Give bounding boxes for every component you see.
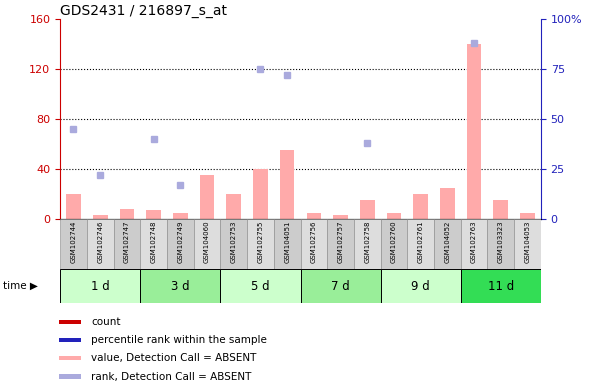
Bar (380, 269, 461, 303)
Text: GSM103323: GSM103323 (498, 220, 504, 263)
Bar (307, 213, 321, 219)
Bar (247, 219, 274, 269)
Bar (360, 200, 374, 219)
Text: GSM102763: GSM102763 (471, 220, 477, 263)
Text: GSM102753: GSM102753 (231, 220, 237, 263)
Text: GSM104052: GSM104052 (444, 220, 450, 263)
Bar (173, 213, 188, 219)
Text: GSM102761: GSM102761 (418, 220, 424, 263)
Bar (87, 219, 114, 269)
Bar (354, 219, 380, 269)
FancyBboxPatch shape (59, 374, 81, 379)
Bar (140, 219, 167, 269)
Bar (380, 219, 407, 269)
Text: GSM102749: GSM102749 (177, 220, 183, 263)
Text: GSM102760: GSM102760 (391, 220, 397, 263)
FancyBboxPatch shape (59, 319, 81, 324)
Bar (60, 219, 87, 269)
Bar (194, 219, 221, 269)
Bar (274, 219, 300, 269)
Text: count: count (91, 317, 121, 327)
Bar (407, 219, 434, 269)
Bar (300, 219, 327, 269)
Bar (300, 269, 380, 303)
Text: 5 d: 5 d (251, 280, 270, 293)
Bar (487, 219, 514, 269)
Bar (66, 194, 81, 219)
Bar (93, 215, 108, 219)
Bar (146, 210, 161, 219)
Bar (60, 269, 140, 303)
Bar (493, 200, 508, 219)
Text: 1 d: 1 d (91, 280, 109, 293)
Text: 7 d: 7 d (331, 280, 350, 293)
FancyBboxPatch shape (59, 338, 81, 342)
Bar (467, 44, 481, 219)
Text: GSM102748: GSM102748 (151, 220, 157, 263)
Text: GSM104051: GSM104051 (284, 220, 290, 263)
Text: time ▶: time ▶ (3, 281, 38, 291)
FancyBboxPatch shape (59, 356, 81, 361)
Bar (413, 194, 428, 219)
Text: percentile rank within the sample: percentile rank within the sample (91, 335, 267, 345)
Bar (440, 188, 455, 219)
Text: GSM104053: GSM104053 (525, 220, 531, 263)
Text: rank, Detection Call = ABSENT: rank, Detection Call = ABSENT (91, 371, 252, 382)
Bar (514, 219, 541, 269)
Bar (333, 215, 348, 219)
Bar (327, 219, 354, 269)
Bar (140, 269, 221, 303)
Bar (227, 194, 241, 219)
Bar (200, 175, 215, 219)
Text: GSM104060: GSM104060 (204, 220, 210, 263)
Bar (461, 219, 487, 269)
Text: 9 d: 9 d (411, 280, 430, 293)
Bar (386, 213, 401, 219)
Text: GSM102755: GSM102755 (257, 220, 263, 263)
Text: value, Detection Call = ABSENT: value, Detection Call = ABSENT (91, 353, 257, 363)
Bar (520, 213, 535, 219)
Text: GSM102747: GSM102747 (124, 220, 130, 263)
Bar (114, 219, 140, 269)
Bar (253, 169, 268, 219)
Bar (120, 209, 134, 219)
Text: GSM102756: GSM102756 (311, 220, 317, 263)
Text: GSM102757: GSM102757 (338, 220, 344, 263)
Bar (434, 219, 461, 269)
Bar (280, 150, 294, 219)
Text: GSM102744: GSM102744 (70, 220, 76, 263)
Text: GSM102746: GSM102746 (97, 220, 103, 263)
Bar (221, 269, 300, 303)
Bar (461, 269, 541, 303)
Text: GSM102758: GSM102758 (364, 220, 370, 263)
Bar (221, 219, 247, 269)
Bar (167, 219, 194, 269)
Text: 11 d: 11 d (487, 280, 514, 293)
Text: GDS2431 / 216897_s_at: GDS2431 / 216897_s_at (60, 4, 227, 18)
Text: 3 d: 3 d (171, 280, 189, 293)
